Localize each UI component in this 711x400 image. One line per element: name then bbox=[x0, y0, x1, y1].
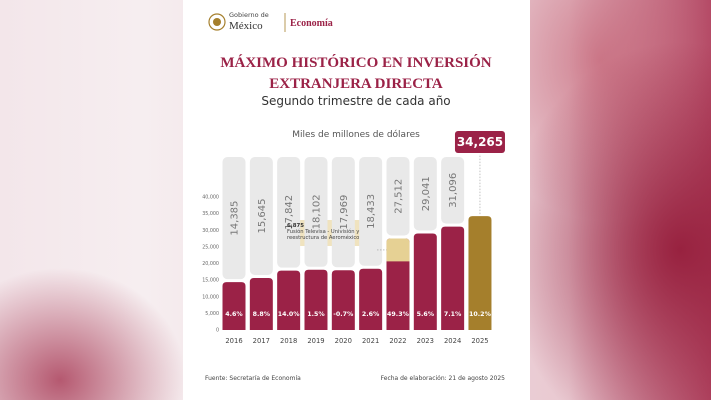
bar bbox=[222, 282, 246, 330]
value-label: 17,969 bbox=[339, 195, 350, 230]
growth-label: 1.5% bbox=[307, 311, 325, 318]
x-tick-label: 2018 bbox=[280, 337, 297, 345]
highlight-box bbox=[454, 131, 505, 153]
value-pill bbox=[277, 157, 301, 268]
growth-label: 7.1% bbox=[444, 311, 462, 318]
x-tick-label: 2021 bbox=[362, 337, 379, 345]
bar bbox=[468, 216, 492, 330]
bar bbox=[386, 238, 410, 330]
annotation-value: 6,875 bbox=[287, 223, 305, 229]
growth-label: 4.6% bbox=[225, 311, 243, 318]
bar bbox=[249, 277, 273, 330]
bar bbox=[331, 270, 355, 330]
title-line: MÁXIMO HISTÓRICO EN INVERSIÓN bbox=[220, 54, 491, 71]
value-label: 18,102 bbox=[311, 194, 322, 229]
value-pill bbox=[222, 157, 246, 280]
x-tick-label: 2024 bbox=[444, 337, 461, 345]
x-tick-label: 2019 bbox=[307, 337, 324, 345]
y-tick-label: 30,000 bbox=[202, 228, 219, 234]
value-pill bbox=[304, 157, 328, 267]
x-tick-label: 2022 bbox=[389, 337, 406, 345]
growth-label: 14.0% bbox=[278, 311, 301, 318]
value-label: 29,041 bbox=[421, 176, 432, 211]
y-tick-label: 5,000 bbox=[205, 311, 219, 317]
gov-small: Gobierno de bbox=[229, 11, 269, 19]
y-tick-label: 0 bbox=[216, 328, 219, 334]
value-pill bbox=[413, 157, 437, 231]
value-label: 27,512 bbox=[393, 179, 404, 214]
annotation-segment bbox=[386, 238, 410, 262]
y-tick-label: 10,000 bbox=[202, 294, 219, 300]
gov-big: México bbox=[229, 20, 263, 32]
growth-label: 10.2% bbox=[469, 311, 492, 318]
y-tick-label: 40,000 bbox=[202, 195, 219, 201]
value-label: 17,842 bbox=[284, 195, 295, 230]
y-tick-label: 35,000 bbox=[202, 211, 219, 217]
value-pill bbox=[249, 157, 273, 275]
highlight-value: 34,265 bbox=[457, 135, 503, 149]
subtitle: Segundo trimestre de cada año bbox=[261, 94, 450, 108]
growth-label: 5.6% bbox=[417, 311, 435, 318]
axis-label: Miles de millones de dólares bbox=[292, 129, 420, 140]
growth-label: -0.7% bbox=[333, 311, 354, 318]
logo bbox=[208, 13, 286, 32]
bar bbox=[277, 270, 301, 330]
growth-label: 8.8% bbox=[253, 311, 271, 318]
value-pill bbox=[441, 157, 465, 224]
bar bbox=[304, 269, 328, 330]
bar bbox=[413, 233, 437, 330]
value-label: 14,385 bbox=[230, 201, 241, 236]
y-tick-label: 25,000 bbox=[202, 244, 219, 250]
value-label: 31,096 bbox=[448, 173, 459, 208]
value-pill bbox=[359, 157, 383, 266]
date: Fecha de elaboración: 21 de agosto 2025 bbox=[381, 375, 506, 382]
ministry: Economía bbox=[290, 18, 333, 29]
annotation-text: Fusión Televisa - Univisión y reestructu… bbox=[287, 229, 360, 242]
bar bbox=[441, 226, 465, 330]
value-pill bbox=[386, 157, 410, 236]
growth-label: 2.6% bbox=[362, 311, 380, 318]
bar bbox=[359, 268, 383, 330]
logo-emblem-center bbox=[213, 18, 221, 26]
value-label: 15,645 bbox=[257, 198, 268, 233]
logo-emblem bbox=[208, 13, 226, 31]
growth-label: 49.3% bbox=[387, 311, 410, 318]
x-tick-label: 2023 bbox=[417, 337, 434, 345]
x-tick-label: 2020 bbox=[335, 337, 352, 345]
x-tick-label: 2017 bbox=[253, 337, 270, 345]
x-tick-label: 2025 bbox=[471, 337, 488, 345]
source: Fuente: Secretaría de Economía bbox=[205, 375, 301, 382]
x-tick-label: 2016 bbox=[225, 337, 242, 345]
value-pill bbox=[331, 157, 355, 268]
y-tick-label: 15,000 bbox=[202, 278, 219, 284]
title-line: EXTRANJERA DIRECTA bbox=[269, 76, 443, 92]
value-label: 18,433 bbox=[366, 194, 377, 229]
annotation: 6,875 Fusión Televisa - Univisión y reest… bbox=[287, 223, 377, 242]
y-tick-label: 20,000 bbox=[202, 261, 219, 267]
